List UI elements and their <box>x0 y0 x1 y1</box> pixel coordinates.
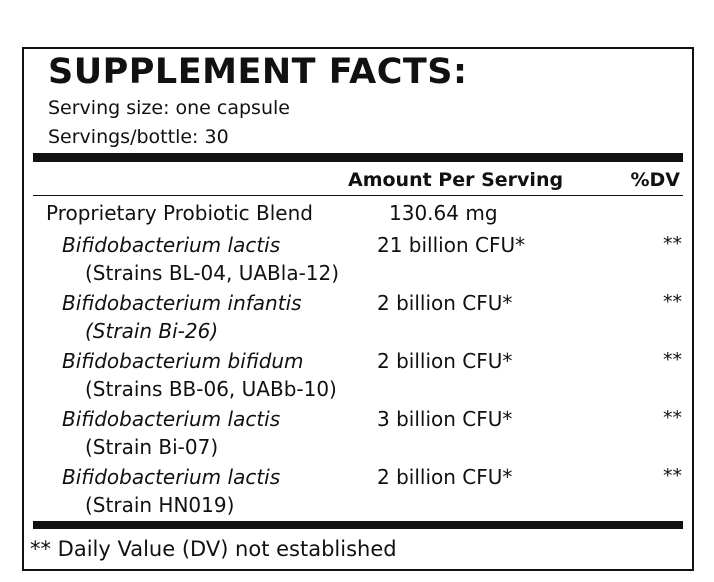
ingredient-dv: ** <box>663 407 682 429</box>
ingredient-amount: 2 billion CFU* <box>377 349 513 373</box>
ingredient-amount: 21 billion CFU* <box>377 233 526 257</box>
ingredient-amount: 2 billion CFU* <box>377 465 513 489</box>
ingredient-dv: ** <box>663 233 682 255</box>
ingredient-dv: ** <box>663 349 682 371</box>
ingredient-name: Bifidobacterium lactis <box>62 465 281 489</box>
ingredient-name: Bifidobacterium lactis <box>62 407 281 431</box>
blend-amount: 130.64 mg <box>389 201 498 225</box>
serving-size: Serving size: one capsule <box>48 97 290 119</box>
ingredient-name: Bifidobacterium bifidum <box>62 349 304 373</box>
ingredient-amount: 2 billion CFU* <box>377 291 513 315</box>
ingredient-name: Bifidobacterium infantis <box>62 291 302 315</box>
amount-column-header: Amount Per Serving <box>348 169 564 191</box>
ingredient-strain: (Strain Bi-07) <box>85 435 219 459</box>
ingredient-strain: (Strain Bi-26) <box>85 319 219 343</box>
footnote: ** Daily Value (DV) not established <box>30 537 397 561</box>
thick-divider-top <box>33 153 683 162</box>
panel-title: SUPPLEMENT FACTS: <box>48 52 468 92</box>
dv-column-header: %DV <box>630 169 680 191</box>
ingredient-strain: (Strain HN019) <box>85 493 235 517</box>
ingredient-dv: ** <box>663 465 682 487</box>
servings-per-bottle: Servings/bottle: 30 <box>48 126 229 148</box>
ingredient-name: Bifidobacterium lactis <box>62 233 281 257</box>
ingredient-strain: (Strains BL-04, UABla-12) <box>85 261 340 285</box>
ingredient-strain: (Strains BB-06, UABb-10) <box>85 377 337 401</box>
blend-name: Proprietary Probiotic Blend <box>46 201 313 225</box>
thick-divider-bottom <box>33 521 683 529</box>
header-divider <box>33 195 683 196</box>
ingredient-dv: ** <box>663 291 682 313</box>
ingredient-amount: 3 billion CFU* <box>377 407 513 431</box>
supplement-facts-panel: SUPPLEMENT FACTS: Serving size: one caps… <box>22 47 694 571</box>
